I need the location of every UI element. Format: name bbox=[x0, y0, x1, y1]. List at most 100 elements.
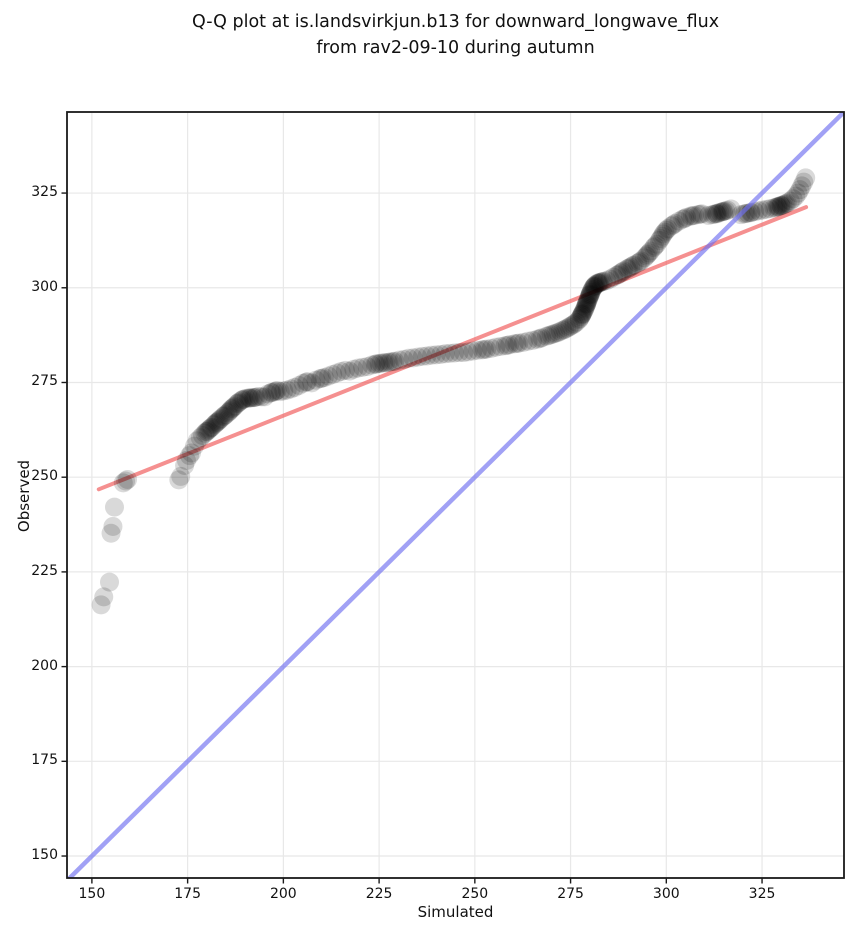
scatter-point bbox=[580, 285, 600, 305]
scatter-point bbox=[504, 334, 524, 354]
scatter-point bbox=[690, 204, 710, 224]
scatter-point bbox=[380, 352, 400, 372]
scatter-point bbox=[193, 426, 213, 446]
x-tick-label: 325 bbox=[748, 886, 776, 902]
scatter-point bbox=[603, 267, 623, 287]
scatter-point bbox=[435, 344, 455, 364]
scatter-point bbox=[645, 236, 665, 256]
scatter-point bbox=[734, 204, 754, 224]
scatter-point bbox=[216, 405, 236, 425]
scatter-point bbox=[103, 516, 123, 536]
scatter-point bbox=[199, 419, 219, 439]
scatter-point bbox=[187, 431, 207, 451]
scatter-point bbox=[116, 471, 136, 491]
scatter-point bbox=[362, 355, 382, 375]
scatter-point bbox=[306, 370, 326, 390]
scatter-point bbox=[181, 443, 201, 463]
scatter-point bbox=[794, 172, 814, 192]
scatter-point bbox=[365, 354, 385, 374]
scatter-point bbox=[707, 204, 727, 224]
fit-line bbox=[96, 205, 809, 492]
scatter-point bbox=[539, 326, 559, 346]
scatter-point bbox=[576, 294, 596, 314]
scatter-point bbox=[649, 230, 669, 250]
scatter-point bbox=[104, 497, 124, 517]
scatter-point bbox=[677, 207, 697, 227]
scatter-point bbox=[323, 365, 343, 385]
scatter-point bbox=[169, 470, 189, 490]
scatter-point bbox=[412, 346, 432, 366]
scatter-point bbox=[241, 388, 261, 408]
scatter-point bbox=[573, 302, 593, 322]
scatter-point bbox=[100, 572, 120, 592]
scatter-point bbox=[440, 343, 460, 363]
scatter-point bbox=[205, 414, 225, 434]
scatter-point bbox=[171, 466, 191, 486]
scatter-point bbox=[591, 272, 611, 292]
scatter-point bbox=[612, 262, 632, 282]
scatter-point bbox=[530, 329, 550, 349]
scatter-point bbox=[206, 413, 226, 433]
scatter-point bbox=[548, 322, 568, 342]
x-axis-label: Simulated bbox=[417, 903, 494, 921]
scatter-point bbox=[718, 200, 738, 220]
scatter-point bbox=[736, 204, 756, 224]
scatter-point bbox=[266, 381, 286, 401]
scatter-point bbox=[389, 350, 409, 370]
scatter-point bbox=[594, 271, 614, 291]
scatter-point bbox=[408, 347, 428, 367]
plot-title: Q-Q plot at is.landsvirkjun.b13 for down… bbox=[67, 9, 844, 61]
scatter-point bbox=[752, 200, 772, 220]
scatter-point bbox=[224, 397, 244, 417]
scatter-point bbox=[207, 412, 227, 432]
scatter-point bbox=[575, 299, 595, 319]
scatter-point bbox=[481, 338, 501, 358]
scatter-point bbox=[749, 201, 769, 221]
scatter-point bbox=[582, 281, 602, 301]
scatter-point bbox=[766, 197, 786, 217]
scatter-point bbox=[764, 198, 784, 218]
scatter-point bbox=[211, 408, 231, 428]
scatter-point bbox=[557, 318, 577, 338]
x-tick-label: 175 bbox=[174, 886, 201, 902]
scatter-point bbox=[607, 265, 627, 285]
identity-line bbox=[67, 112, 844, 878]
scatter-point bbox=[527, 329, 547, 349]
scatter-point bbox=[293, 373, 313, 393]
scatter-point bbox=[344, 359, 364, 379]
scatter-point bbox=[513, 332, 533, 352]
scatter-point bbox=[458, 342, 478, 362]
scatter-point bbox=[786, 186, 806, 206]
scatter-point bbox=[281, 379, 301, 399]
y-axis-label: Observed bbox=[15, 459, 33, 533]
plot-title-line1: Q-Q plot at is.landsvirkjun.b13 for down… bbox=[191, 12, 720, 32]
scatter-point bbox=[780, 191, 800, 211]
plot-area bbox=[67, 112, 844, 878]
scatter-point bbox=[584, 277, 604, 297]
scatter-point bbox=[589, 273, 609, 293]
scatter-point bbox=[619, 258, 639, 278]
axes-spines bbox=[66, 111, 845, 879]
scatter-point bbox=[222, 398, 242, 418]
scatter-point bbox=[555, 319, 575, 339]
scatter-point bbox=[713, 202, 733, 222]
scatter-point bbox=[518, 331, 538, 351]
scatter-point bbox=[335, 360, 355, 380]
scatter-point bbox=[536, 326, 556, 346]
scatter-point bbox=[274, 381, 294, 401]
scatter-point bbox=[577, 293, 597, 313]
scatter-point bbox=[543, 324, 563, 344]
scatter-point bbox=[454, 343, 474, 363]
scatter-point bbox=[575, 297, 595, 317]
scatter-point bbox=[702, 205, 722, 225]
scatter-point bbox=[760, 199, 780, 219]
scatter-point bbox=[617, 259, 637, 279]
scatter-point bbox=[252, 387, 272, 407]
scatter-point bbox=[378, 352, 398, 372]
scatter-point bbox=[783, 189, 803, 209]
x-tick-label: 225 bbox=[365, 886, 393, 902]
scatter-point bbox=[468, 340, 488, 360]
scatter-point bbox=[628, 253, 648, 273]
